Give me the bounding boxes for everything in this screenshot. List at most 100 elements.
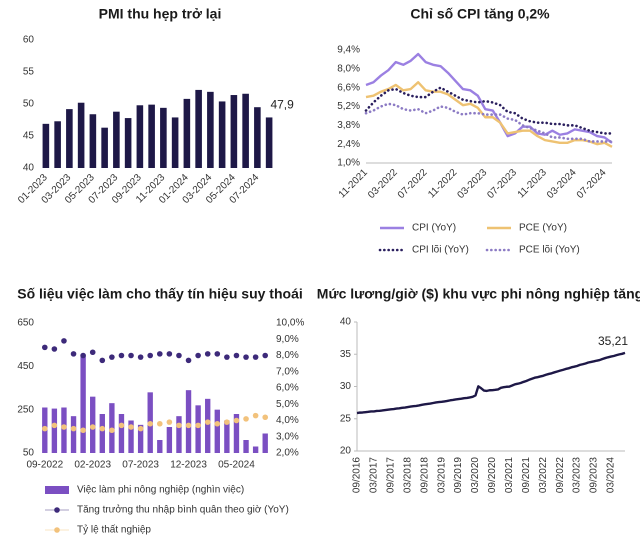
y-tick-label: 8,0% [337,63,360,74]
scatter-point [224,419,230,425]
scatter-point [61,424,67,430]
x-tick-label: 12-2023 [170,460,207,471]
legend-swatch [54,527,60,533]
x-tick-label: 09/2019 [453,457,464,494]
scatter-point [99,357,106,364]
bar [160,107,167,168]
y2-tick-label: 4,0% [276,415,299,426]
legend-label: Việc làm phi nông nghiệp (nghìn việc) [77,485,244,496]
line-series [364,86,614,135]
y-tick-label: 20 [340,446,352,457]
y-tick-label: 3,8% [337,120,360,131]
bar [136,105,144,168]
bar [99,414,105,453]
scatter-point [70,425,77,432]
bar [70,416,77,453]
bar [171,117,179,168]
bar [128,420,134,453]
bar [89,114,97,168]
scatter-point [204,419,211,425]
bar [233,414,240,453]
y2-tick-label: 6,0% [276,383,299,394]
bar [166,427,173,453]
line-series [365,81,613,148]
scatter-point [137,354,144,360]
scatter-point [156,420,163,427]
chart-title: Chỉ số CPI tăng 0,2% [410,6,550,22]
bar [113,111,120,168]
scatter-point [176,352,182,359]
y2-tick-label: 5,0% [276,399,299,410]
scatter-point [70,351,77,357]
scatter-point [224,354,230,360]
chart-title: PMI thu hẹp trở lại [99,6,222,22]
bar [51,408,58,453]
line [356,351,626,415]
bar [224,420,230,453]
y-tick-label: 250 [17,404,34,415]
y2-tick-label: 7,0% [276,366,299,377]
x-tick-label: 03/2019 [436,457,447,494]
bar [54,121,61,168]
bar [207,91,214,168]
bar [61,407,67,453]
scatter-point [118,352,125,359]
scatter-point [185,422,192,429]
x-tick-label: 03/2017 [369,457,380,494]
scatter-point [262,414,269,421]
x-tick-label: 09/2022 [555,457,566,494]
bar [118,414,125,453]
bar [214,409,220,453]
scatter-point [214,420,221,427]
y-tick-label: 450 [17,361,34,372]
scatter-point [195,422,201,429]
x-tick-label: 02-2023 [74,460,111,471]
scatter-point [109,427,115,434]
y2-tick-label: 10,0% [276,318,304,329]
scatter-point [80,427,86,434]
chart: Mức lương/giờ ($) khu vực phi nông nghiệ… [317,286,640,493]
y-tick-label: 5,2% [337,101,360,112]
value-label: 35,21 [598,334,628,348]
legend-swatch [45,486,69,494]
bar [262,433,268,453]
legend-label: Tăng trưởng thu nhập bình quân theo giờ … [77,504,289,516]
bar [252,446,259,453]
scatter-point [41,344,48,351]
y-tick-label: 55 [23,67,35,78]
bar [183,98,191,168]
scatter-point [176,422,182,429]
y-tick-label: 6,6% [337,82,360,93]
chart-title: Mức lương/giờ ($) khu vực phi nông nghiệ… [317,286,640,302]
bar [137,424,144,453]
scatter-point [243,354,249,360]
scatter-point [99,425,106,432]
x-tick-label: 03/2024 [606,457,617,494]
y2-tick-label: 9,0% [276,334,299,345]
x-tick-label: 09/2023 [589,457,600,494]
line-series [364,102,614,143]
bar [77,102,85,168]
y2-tick-label: 2,0% [276,448,299,459]
scatter-point [51,346,58,352]
y-tick-label: 40 [340,317,352,328]
scatter-point [204,351,211,357]
scatter-point [89,349,96,356]
bar [230,95,238,168]
scatter-point [147,420,154,427]
bar [243,440,249,453]
bar [185,390,192,453]
x-tick-label: 07-2023 [122,460,159,471]
y-tick-label: 40 [23,163,35,174]
legend-label: CPI lõi (YoY) [412,245,469,256]
legend-label: CPI (YoY) [412,223,456,234]
bar [265,117,273,168]
x-tick-label: 09-2022 [26,460,63,471]
x-tick-label: 09/2020 [487,457,498,494]
scatter-point [214,351,221,357]
scatter-point [109,354,115,360]
scatter-point [195,352,201,359]
scatter-point [252,412,259,419]
